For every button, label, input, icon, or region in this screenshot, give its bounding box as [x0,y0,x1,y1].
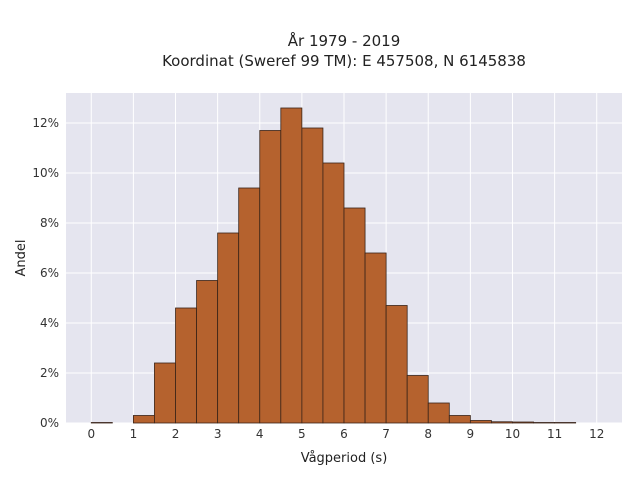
x-tick-label: 2 [172,427,180,441]
histogram-bar [512,421,534,424]
histogram-bar [132,415,155,424]
x-tick-label: 8 [424,427,432,441]
histogram-bar [554,422,577,424]
x-tick-label: 11 [547,427,562,441]
histogram-bar [343,207,366,424]
y-axis-ticks: 0% 2% 4% 6% 8% 10% 12% [32,116,59,430]
x-tick-label: 9 [467,427,475,441]
histogram-bar [238,187,261,424]
histogram-bar [322,162,345,424]
histogram-bar [364,252,387,424]
y-tick-label: 6% [40,266,59,280]
histogram-bar [427,402,450,424]
y-tick-label: 4% [40,316,59,330]
histogram-bar [154,362,176,424]
histogram-bar [280,107,303,424]
histogram-bar [217,232,240,424]
histogram-bar [385,305,408,424]
x-tick-label: 7 [382,427,390,441]
x-tick-label: 12 [589,427,604,441]
histogram-bar [196,280,219,424]
histogram-bar [301,127,324,424]
y-tick-label: 12% [32,116,59,130]
x-tick-label: 3 [214,427,222,441]
y-axis-label: Andel [14,240,29,277]
y-tick-label: 2% [40,366,59,380]
x-tick-label: 10 [505,427,520,441]
histogram-bar [90,422,113,424]
y-tick-label: 0% [40,416,59,430]
chart-title-line-2: Koordinat (Sweref 99 TM): E 457508, N 61… [162,52,526,70]
x-tick-label: 5 [298,427,306,441]
bars [90,107,577,424]
x-axis-ticks: 0 1 2 3 4 5 6 7 8 9 10 11 12 [87,427,604,441]
histogram-bar [469,420,492,424]
x-tick-label: 1 [130,427,138,441]
x-tick-label: 4 [256,427,264,441]
y-tick-label: 8% [40,216,59,230]
histogram-bar [175,307,197,424]
histogram-bar [406,375,429,424]
histogram-bar [491,421,513,424]
x-tick-label: 6 [340,427,348,441]
chart-title-line-1: År 1979 - 2019 [288,31,401,50]
x-axis-label: Vågperiod (s) [301,451,388,466]
y-tick-label: 10% [32,166,59,180]
histogram-bar [533,422,556,424]
x-tick-label: 0 [87,427,95,441]
histogram-bar [448,415,471,424]
histogram-bar [259,130,282,424]
